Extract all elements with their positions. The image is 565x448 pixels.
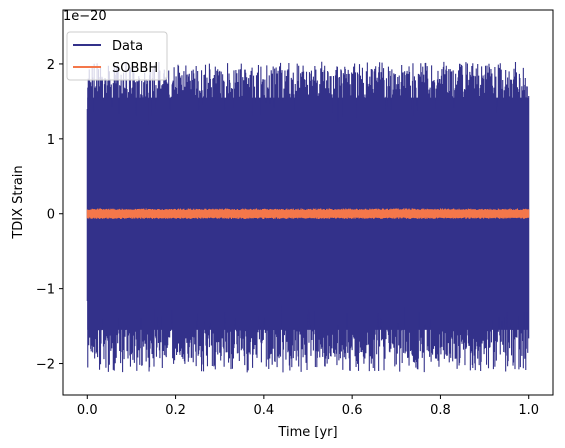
x-tick-label: 0.4 bbox=[254, 403, 275, 418]
y-tick-label: −2 bbox=[36, 358, 55, 373]
y-tick-label: 2 bbox=[47, 58, 55, 73]
x-tick-label: 0.6 bbox=[342, 403, 363, 418]
x-tick-label: 0.2 bbox=[165, 403, 186, 418]
y-tick-label: −1 bbox=[36, 283, 55, 298]
series-sobbh bbox=[86, 208, 530, 219]
x-axis: 0.0 0.2 0.4 0.6 0.8 1.0 bbox=[77, 395, 539, 418]
x-tick-label: 0.0 bbox=[77, 403, 98, 418]
y-axis-label: TDIX Strain bbox=[11, 165, 26, 239]
y-tick-label: 1 bbox=[47, 133, 55, 148]
x-axis-label: Time [yr] bbox=[277, 425, 337, 440]
y-axis: −2 −1 0 1 2 bbox=[36, 58, 63, 373]
x-tick-label: 1.0 bbox=[518, 403, 539, 418]
legend: Data SOBBH bbox=[66, 31, 168, 81]
legend-label-sobbh: SOBBH bbox=[112, 61, 158, 76]
x-tick-label: 0.8 bbox=[430, 403, 451, 418]
y-tick-label: 0 bbox=[47, 208, 55, 223]
y-offset-label: 1e−20 bbox=[63, 9, 107, 24]
legend-label-data: Data bbox=[112, 39, 143, 54]
series-line bbox=[86, 208, 530, 219]
plot-frame bbox=[62, 9, 554, 396]
series-line bbox=[86, 61, 530, 373]
